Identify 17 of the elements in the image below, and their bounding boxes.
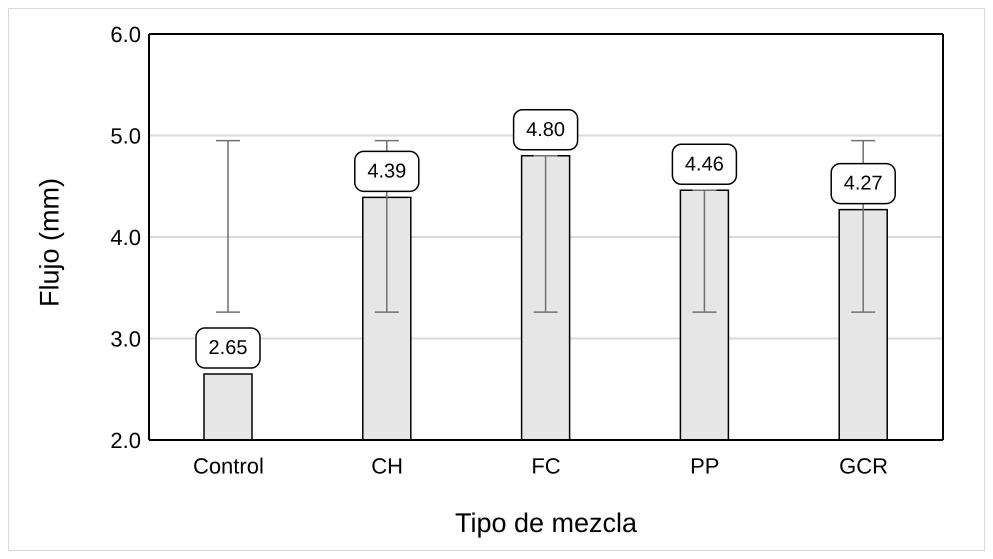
data-label: 4.39 — [367, 160, 406, 182]
y-tick-label: 4.0 — [110, 224, 141, 250]
y-tick-label: 3.0 — [110, 326, 141, 352]
data-label: 2.65 — [208, 337, 248, 360]
data-label: 4.46 — [684, 153, 724, 176]
y-tick-label: 5.0 — [110, 123, 141, 148]
x-tick-label: PP — [690, 454, 720, 479]
data-label: 4.80 — [526, 118, 566, 141]
y-axis-title: Flujo (mm) — [34, 178, 65, 307]
data-label: 4.27 — [844, 172, 883, 195]
x-tick-label: FC — [531, 454, 561, 479]
x-axis-title: Tipo de mezcla — [454, 508, 638, 538]
x-tick-label: CH — [371, 454, 404, 479]
y-tick-label: 2.0 — [110, 428, 141, 453]
x-tick-label: Control — [192, 454, 264, 479]
y-tick-label: 6.0 — [110, 22, 141, 47]
x-tick-label: GCR — [839, 454, 888, 479]
